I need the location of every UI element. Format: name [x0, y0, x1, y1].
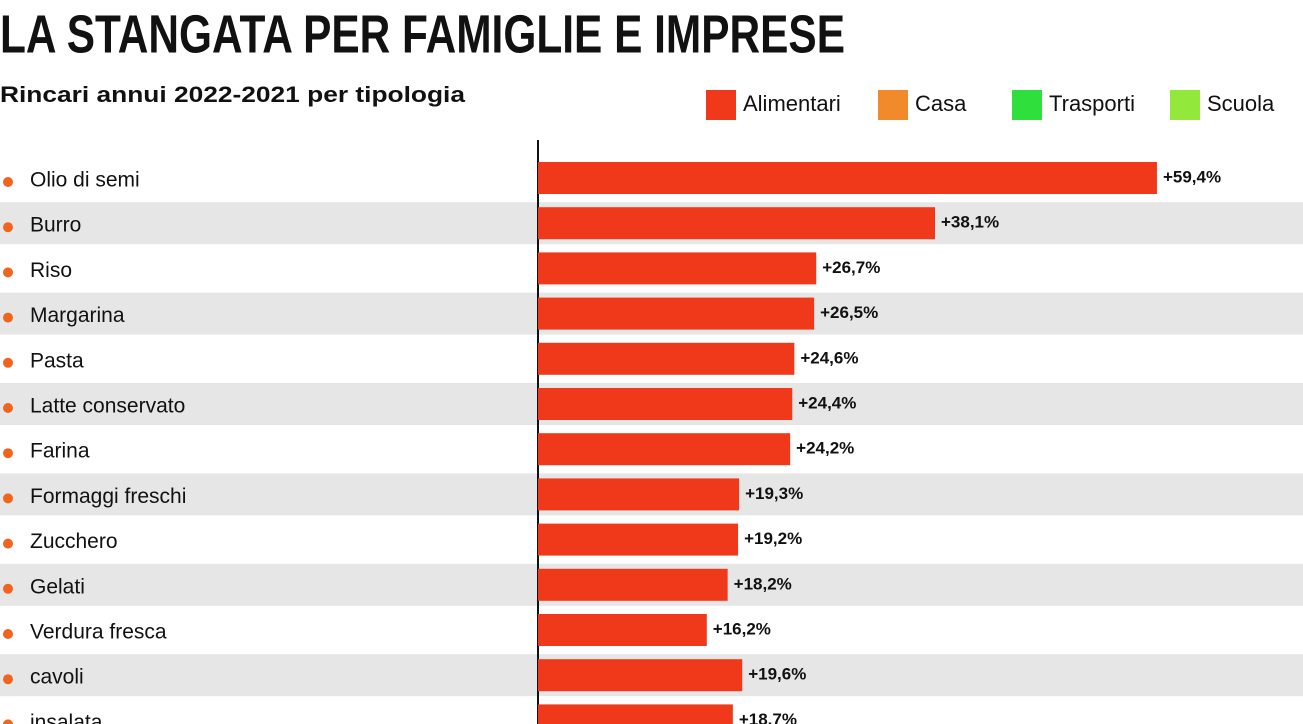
bullet [3, 357, 13, 368]
bar [538, 659, 743, 692]
value-label: +24,4% [798, 393, 856, 412]
value-label: +59,4% [1163, 167, 1221, 186]
legend-swatch [1012, 90, 1042, 120]
category-label: Burro [30, 214, 81, 237]
bullet [3, 448, 13, 459]
bullet [3, 719, 13, 724]
value-label: +24,2% [796, 439, 854, 458]
bar [538, 162, 1157, 194]
category-label: Verdura fresca [30, 621, 167, 644]
category-label: Latte conservato [30, 395, 185, 418]
bullet [3, 538, 13, 549]
value-label: +16,2% [713, 619, 771, 638]
category-label: cavoli [30, 666, 84, 689]
bullet [3, 583, 13, 594]
bar [538, 523, 739, 556]
bullet [3, 312, 13, 323]
value-label: +38,1% [941, 213, 999, 232]
category-label: Farina [30, 440, 90, 463]
bullet [3, 493, 13, 504]
legend-swatch [1170, 90, 1200, 120]
bar [538, 614, 707, 646]
bar [538, 342, 795, 375]
legend-label: Alimentari [743, 91, 841, 116]
category-label: Gelati [30, 575, 85, 598]
category-label: Pasta [30, 349, 84, 372]
chart-subtitle: Rincari annui 2022-2021 per tipologia [0, 82, 466, 107]
bullet [3, 629, 13, 639]
category-label: Olio di semi [30, 169, 140, 192]
value-label: +19,3% [745, 484, 803, 503]
bullet [3, 403, 13, 413]
legend-label: Casa [915, 91, 967, 116]
bullet [3, 674, 13, 685]
value-label: +24,6% [800, 348, 858, 367]
value-label: +18,7% [739, 710, 797, 724]
category-label: Zucchero [30, 530, 118, 553]
bar [538, 704, 733, 724]
bar [538, 388, 793, 420]
category-label: Margarina [30, 304, 125, 327]
bar [538, 207, 936, 240]
bullet [3, 177, 13, 187]
category-label: Formaggi freschi [30, 485, 186, 508]
value-label: +19,2% [744, 529, 802, 548]
bar [538, 297, 815, 330]
legend-swatch [878, 90, 908, 120]
value-label: +19,6% [748, 665, 806, 684]
bar [538, 433, 791, 466]
value-label: +26,7% [822, 258, 880, 277]
chart-title: LA STANGATA PER FAMIGLIE E IMPRESE [0, 4, 845, 64]
bullet [3, 222, 13, 233]
value-label: +18,2% [734, 574, 792, 593]
bar [538, 568, 728, 601]
legend-swatch [706, 90, 736, 120]
bar [538, 252, 817, 285]
legend-label: Trasporti [1049, 91, 1135, 116]
legend-label: Scuola [1207, 91, 1275, 116]
bar [538, 478, 740, 511]
bullet [3, 267, 13, 278]
category-label: Riso [30, 259, 72, 282]
category-label: insalata [30, 711, 103, 724]
value-label: +26,5% [820, 303, 878, 322]
